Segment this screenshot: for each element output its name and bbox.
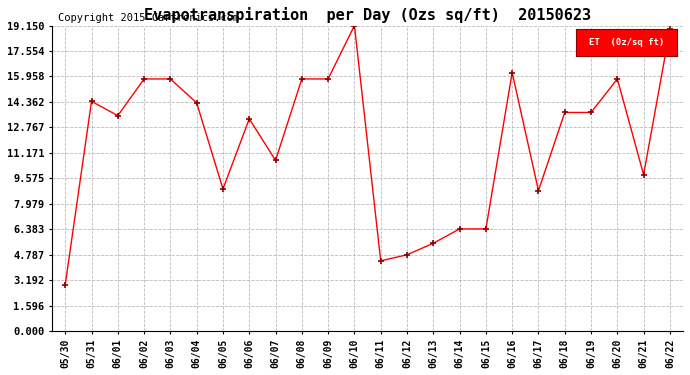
Text: Copyright 2015 Cartronics.com: Copyright 2015 Cartronics.com	[59, 13, 239, 23]
Title: Evapotranspiration  per Day (Ozs sq/ft)  20150623: Evapotranspiration per Day (Ozs sq/ft) 2…	[144, 7, 591, 23]
